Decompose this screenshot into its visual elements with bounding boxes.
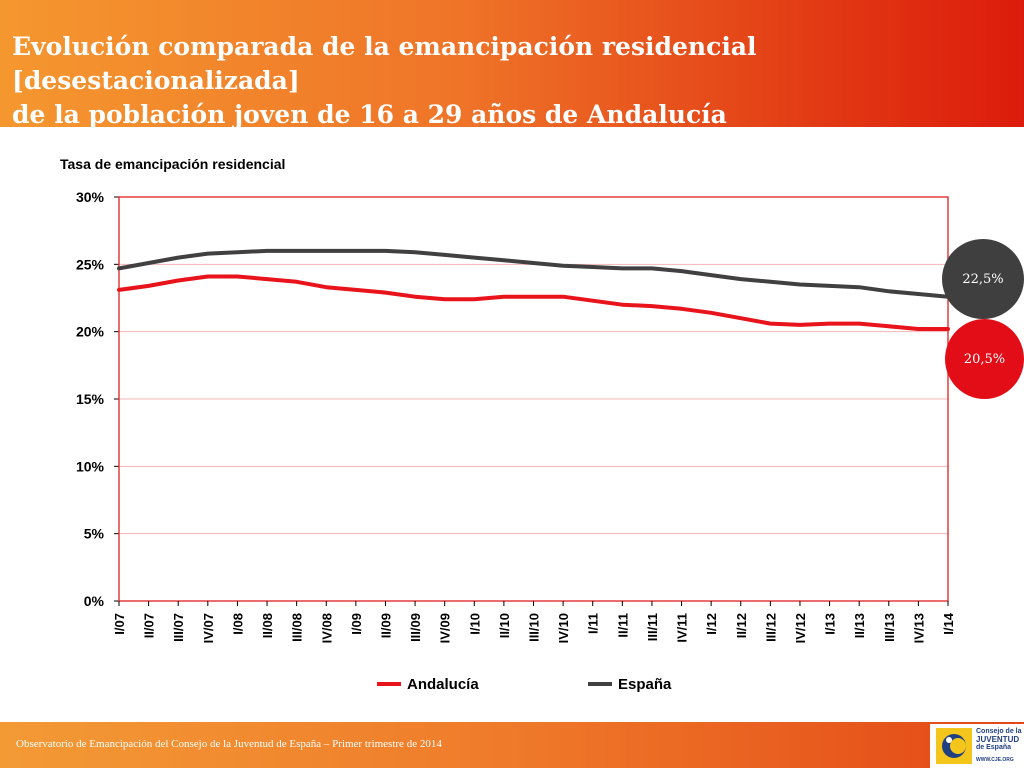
- y-tick-label: 30%: [76, 189, 105, 205]
- x-tick-label: II/12: [734, 613, 749, 638]
- x-tick-label: I/13: [823, 613, 838, 635]
- x-tick-label: IV/12: [793, 613, 808, 643]
- x-tick-label: I/09: [349, 613, 364, 635]
- x-tick-label: IV/08: [319, 613, 334, 643]
- x-tick-label: I/07: [112, 613, 127, 635]
- series-line-andalucia: [117, 274, 950, 331]
- x-tick-label: IV/07: [201, 613, 216, 643]
- x-tick-label: I/10: [467, 613, 482, 635]
- cje-logo: Consejo de la JUVENTUD de España WWW.CJE…: [930, 724, 1024, 768]
- x-tick-label: III/07: [171, 613, 186, 642]
- x-tick-label: III/13: [882, 613, 897, 642]
- andalucia-value-bubble: 20,5%: [945, 319, 1024, 399]
- x-tick-label: II/10: [497, 613, 512, 638]
- andalucia-value-label: 20,5%: [963, 351, 1006, 367]
- y-tick-label: 10%: [76, 458, 105, 474]
- logo-line1: Consejo de la: [976, 728, 1022, 735]
- x-tick-label: IV/11: [675, 613, 690, 643]
- x-tick-label: II/13: [852, 613, 867, 638]
- espana-value-bubble: 22,5%: [942, 239, 1024, 319]
- x-tick-label: III/10: [527, 613, 542, 642]
- x-tick-label: III/08: [290, 613, 305, 642]
- x-tick-label: III/09: [408, 613, 423, 642]
- x-tick-label: IV/13: [911, 613, 926, 643]
- x-tick-label: IV/10: [556, 613, 571, 643]
- series-line-espana: [117, 248, 950, 299]
- x-tick-label: I/11: [586, 613, 601, 634]
- x-tick-label: I/08: [230, 613, 245, 635]
- footer-bar: Observatorio de Emancipación del Consejo…: [0, 722, 1024, 768]
- legend-label-andalucia: Andalucía: [407, 676, 479, 693]
- cje-logo-icon: [936, 728, 972, 764]
- logo-text: Consejo de la JUVENTUD de España WWW.CJE…: [976, 728, 1022, 764]
- page-title: Evolución comparada de la emancipación r…: [12, 30, 1012, 132]
- y-tick-label: 0%: [84, 593, 105, 609]
- y-axis-title: Tasa de emancipación residencial: [60, 156, 285, 172]
- y-tick-label: 25%: [76, 256, 105, 272]
- y-tick-label: 5%: [84, 526, 105, 542]
- title-banner: Evolución comparada de la emancipación r…: [0, 0, 1024, 129]
- x-tick-label: III/12: [763, 613, 778, 642]
- x-tick-label: II/11: [615, 613, 630, 638]
- x-tick-label: II/08: [260, 613, 275, 638]
- footer-text: Observatorio de Emancipación del Consejo…: [16, 738, 442, 750]
- logo-url: WWW.CJE.ORG: [976, 757, 1014, 763]
- page-title-line2: de la población joven de 16 a 29 años de…: [12, 100, 727, 129]
- page-title-line1: Evolución comparada de la emancipación r…: [12, 32, 757, 95]
- logo-line2: JUVENTUD: [976, 735, 1020, 744]
- x-tick-label: II/09: [378, 613, 393, 638]
- y-tick-label: 20%: [76, 324, 105, 340]
- legend-label-espana: España: [618, 676, 672, 693]
- espana-value-label: 22,5%: [962, 271, 1004, 287]
- line-chart: Tasa de emancipación residencial 0% 5% 10% 1…: [60, 156, 956, 693]
- x-tick-label: I/14: [941, 612, 956, 634]
- x-tick-label: IV/09: [438, 613, 453, 643]
- y-tick-label: 15%: [76, 391, 105, 407]
- x-tick-label: I/12: [704, 613, 719, 635]
- logo-line3: de España: [976, 744, 1012, 751]
- x-tick-label: II/07: [142, 613, 157, 638]
- x-tick-label: III/11: [645, 613, 660, 641]
